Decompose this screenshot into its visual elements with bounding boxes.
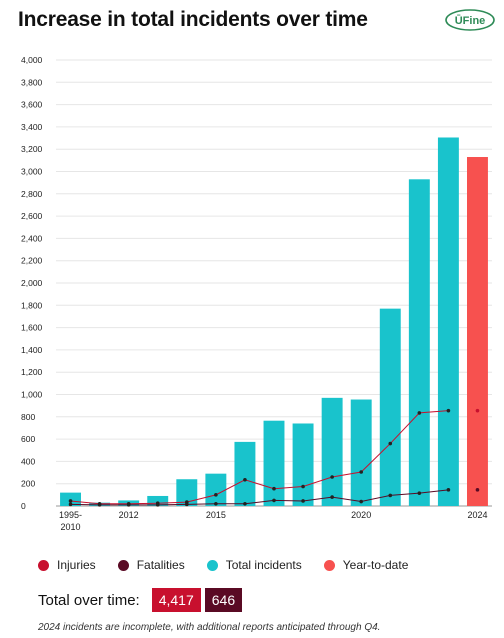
injuries-point [214,493,218,497]
fatalities-point [301,499,305,503]
injuries-point [446,408,451,413]
y-tick-label: 4,000 [21,55,43,65]
y-tick-label: 2,200 [21,256,43,266]
y-tick-label: 3,800 [21,77,43,87]
total-incidents-bar [292,423,314,506]
x-tick-label: 1995- [59,510,82,520]
injuries-point [388,441,393,446]
total-incidents-bar [147,495,169,506]
fatalities-total-badge: 646 [204,588,243,612]
y-tick-label: 3,400 [21,122,43,132]
y-tick-label: 1,400 [21,345,43,355]
injuries-legend-dot [38,559,49,571]
injuries-point [68,499,73,503]
injuries-point [330,475,334,479]
legend-item-year-to-date: Year-to-date [323,558,409,572]
x-tick-label: 2012 [119,510,139,520]
legend-label-fatalities: Fatalities [136,558,185,572]
fatalities-point [126,503,131,507]
legend-label-total-incidents: Total incidents [225,558,302,572]
injuries-point [301,484,305,489]
y-tick-label: 600 [21,434,35,444]
y-tick-label: 1,000 [21,390,43,400]
total-over-time: Total over time: 4,417 646 [38,588,246,612]
footnote: 2024 incidents are incomplete, with addi… [38,622,381,633]
total-incidents-bar [408,179,430,506]
fatalities-point [214,501,218,506]
total-incidents-bar [176,479,198,506]
fatalities-point [68,502,73,507]
ufine-logo: ŪFine [445,9,495,31]
fatalities-legend-dot [117,559,129,571]
fatalities-point [475,488,480,492]
total-incidents-bar [437,137,459,506]
total-incidents-bar [321,397,343,506]
total-incidents-legend-dot [206,559,218,571]
legend-item-fatalities: Fatalities [117,558,185,572]
total-incidents-bar [263,420,285,506]
y-tick-label: 1,800 [21,300,43,310]
fatalities-point [446,488,451,492]
fatalities-point [359,499,364,504]
injuries-total-badge: 4,417 [151,588,201,612]
fatalities-point [155,503,160,507]
legend-item-total-incidents: Total incidents [206,558,302,572]
fatalities-point [330,495,334,499]
fatalities-point [417,491,422,495]
y-tick-label: 3,600 [21,100,43,110]
injuries-point [475,408,480,413]
y-tick-label: 0 [21,501,26,511]
y-tick-label: 3,000 [21,167,43,177]
legend-label-year-to-date: Year-to-date [342,558,409,572]
y-tick-label: 2,800 [21,189,43,199]
fatalities-point [272,498,276,503]
fatalities-point [97,503,102,507]
x-tick-label: 2024 [467,510,487,520]
injuries-point [417,411,422,415]
y-tick-label: 2,400 [21,233,43,243]
y-tick-label: 400 [21,456,35,466]
fatalities-point [185,502,189,507]
y-tick-label: 800 [21,412,35,422]
x-tick-label: 2010 [61,522,81,530]
injuries-point [359,470,364,474]
chart-legend: Injuries Fatalities Total incidents Year… [38,558,430,572]
y-tick-label: 1,600 [21,323,43,333]
total-incidents-bar [350,399,372,506]
injuries-point [243,477,247,482]
x-tick-label: 2015 [206,510,226,520]
incidents-chart: 0 200 400 600 800 1,000 1,200 1,400 1,600 1,800 2,… [21,55,492,530]
y-tick-label: 2,000 [21,278,43,288]
y-tick-label: 1,200 [21,367,43,377]
y-tick-label: 2,600 [21,211,43,221]
legend-item-injuries: Injuries [38,558,96,572]
y-tick-label: 200 [21,479,35,489]
total-incidents-bar [379,308,401,506]
injuries-point [272,486,276,491]
year-to-date-bar [467,157,488,506]
total-over-time-label: Total over time: [38,591,140,609]
y-tick-label: 3,200 [21,144,43,154]
svg-text:ŪFine: ŪFine [455,15,486,27]
fatalities-point [388,493,393,498]
fatalities-point [243,501,247,506]
x-tick-label: 2020 [351,510,371,520]
fatalities-line [70,489,449,506]
year-to-date-legend-dot [323,559,335,571]
chart-title: Increase in total incidents over time [18,8,368,31]
legend-label-injuries: Injuries [57,558,96,572]
total-incidents-bar [205,473,227,506]
injuries-line [70,410,449,505]
total-incidents-bar [234,441,256,506]
